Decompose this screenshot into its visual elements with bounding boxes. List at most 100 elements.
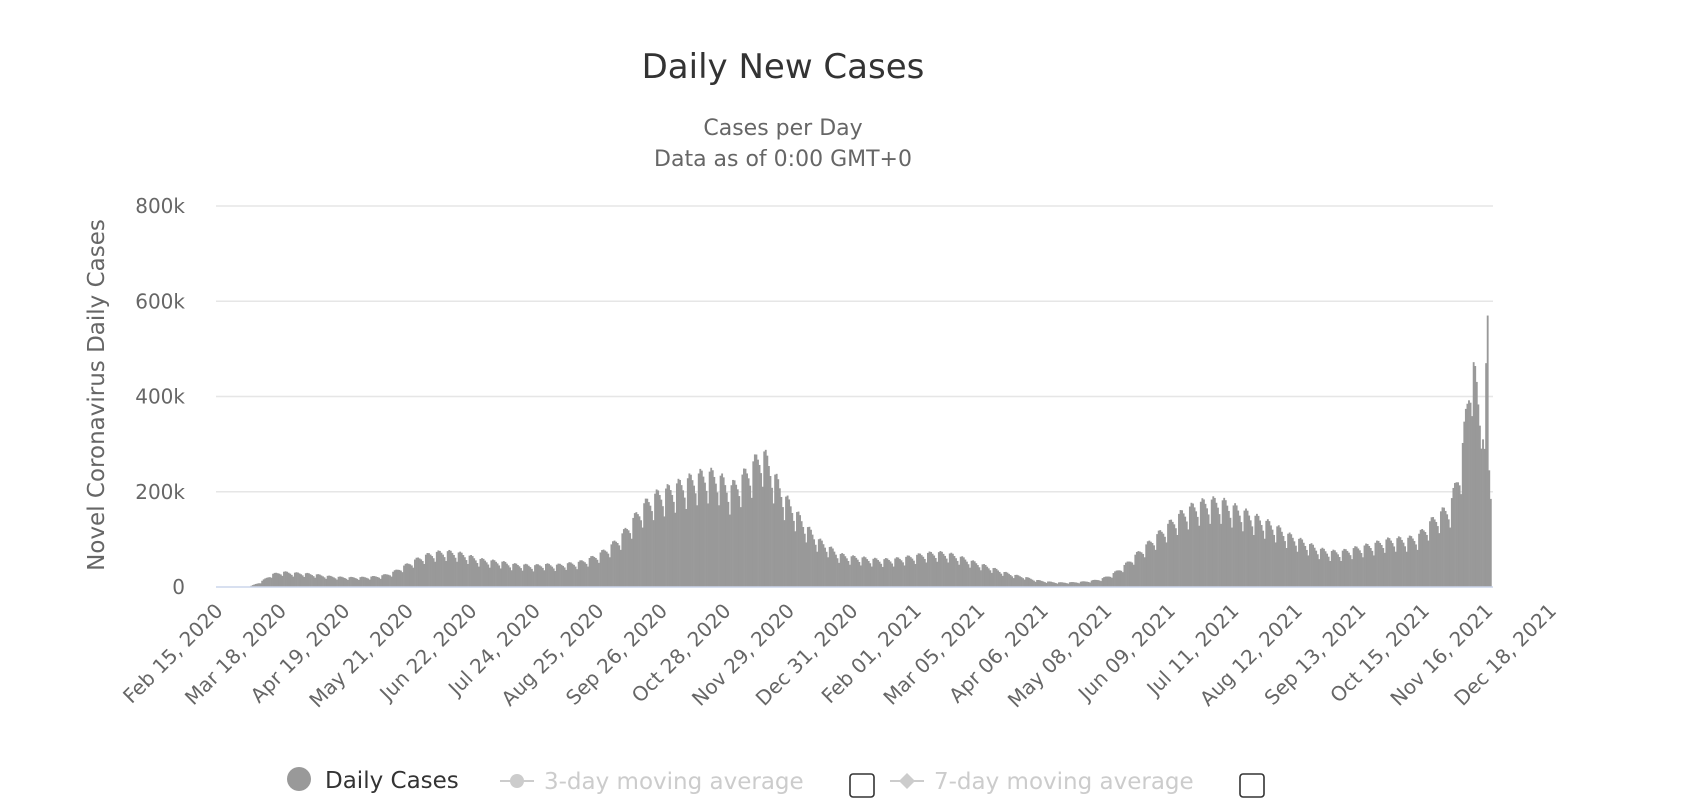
bar bbox=[1020, 577, 1023, 587]
legend-item-daily-cases[interactable]: Daily Cases bbox=[287, 767, 459, 794]
bar bbox=[1365, 543, 1367, 587]
bar bbox=[290, 574, 293, 587]
bar bbox=[371, 576, 374, 587]
bar bbox=[423, 563, 426, 587]
bar bbox=[588, 557, 591, 587]
bar bbox=[961, 556, 964, 587]
bar bbox=[1154, 549, 1157, 587]
bar bbox=[1324, 551, 1327, 587]
bar bbox=[1469, 402, 1472, 587]
bar bbox=[1382, 548, 1385, 587]
bar bbox=[769, 475, 772, 587]
bar bbox=[933, 555, 936, 587]
bar bbox=[448, 549, 451, 587]
bar bbox=[1202, 499, 1205, 587]
bar bbox=[877, 560, 879, 587]
bar bbox=[1167, 523, 1169, 587]
bar bbox=[289, 573, 292, 587]
bar bbox=[1474, 366, 1477, 587]
bar bbox=[1221, 500, 1224, 587]
bar bbox=[1273, 534, 1276, 587]
bar bbox=[479, 558, 482, 587]
bar bbox=[633, 513, 636, 587]
bar bbox=[415, 557, 418, 587]
bar bbox=[401, 572, 404, 587]
bar bbox=[772, 503, 775, 587]
bar bbox=[1075, 582, 1077, 587]
bar bbox=[1252, 534, 1255, 587]
bar bbox=[675, 483, 678, 587]
bar bbox=[646, 498, 649, 587]
bar bbox=[318, 574, 321, 587]
bar bbox=[655, 489, 658, 587]
bar bbox=[311, 575, 313, 587]
bar bbox=[704, 482, 706, 587]
bar bbox=[986, 566, 989, 587]
bar bbox=[1454, 482, 1456, 587]
bar bbox=[370, 576, 373, 587]
bar bbox=[652, 520, 655, 587]
bar bbox=[1201, 498, 1204, 587]
bar bbox=[800, 521, 803, 587]
bar bbox=[340, 576, 343, 587]
legend-checkbox-3-day-average[interactable] bbox=[849, 773, 875, 798]
bar bbox=[1145, 544, 1148, 587]
bar bbox=[849, 564, 851, 587]
bar bbox=[774, 474, 777, 587]
bar bbox=[1352, 548, 1355, 587]
bar bbox=[873, 557, 876, 587]
bar bbox=[1329, 561, 1332, 587]
bar bbox=[786, 495, 789, 587]
bar bbox=[1109, 576, 1112, 587]
legend-item-7-day-average[interactable]: 7-day moving average bbox=[890, 769, 1194, 795]
bar bbox=[827, 557, 830, 587]
legend-item-3-day-average[interactable]: 3-day moving average bbox=[500, 769, 804, 795]
bar bbox=[869, 563, 872, 587]
bar bbox=[1343, 548, 1346, 587]
bar bbox=[596, 559, 599, 587]
bar bbox=[810, 529, 812, 587]
bar bbox=[524, 563, 527, 587]
bar bbox=[1335, 552, 1338, 587]
bar bbox=[421, 561, 424, 587]
bar bbox=[583, 562, 586, 587]
bar bbox=[841, 553, 844, 587]
bar bbox=[273, 572, 276, 587]
bar bbox=[668, 485, 671, 587]
bar bbox=[1076, 582, 1079, 587]
bar bbox=[872, 558, 875, 587]
bar bbox=[555, 564, 558, 587]
bar bbox=[916, 554, 918, 587]
bar bbox=[1299, 537, 1302, 587]
bar bbox=[909, 557, 912, 587]
bar bbox=[649, 505, 652, 587]
bar bbox=[1128, 561, 1130, 587]
bar bbox=[1340, 561, 1343, 587]
bar bbox=[884, 558, 887, 587]
bar bbox=[771, 487, 773, 587]
bar bbox=[560, 564, 563, 587]
bar bbox=[976, 565, 979, 587]
bar bbox=[945, 558, 948, 587]
bar bbox=[1421, 529, 1424, 587]
bar bbox=[562, 565, 565, 587]
bar bbox=[808, 526, 811, 587]
bar bbox=[708, 471, 711, 587]
bar bbox=[825, 551, 828, 587]
bar bbox=[591, 555, 594, 587]
bar bbox=[1401, 539, 1403, 587]
bar bbox=[622, 529, 625, 587]
bar bbox=[630, 538, 633, 587]
bar bbox=[322, 576, 324, 587]
legend-checkbox-7-day-average[interactable] bbox=[1239, 773, 1265, 798]
bar bbox=[1100, 581, 1102, 587]
bar bbox=[454, 557, 457, 587]
bar bbox=[767, 466, 770, 587]
bar bbox=[615, 541, 618, 587]
bar bbox=[1480, 448, 1483, 587]
bar bbox=[760, 473, 763, 587]
bar bbox=[707, 503, 710, 587]
bar bbox=[686, 478, 689, 587]
bar bbox=[375, 576, 377, 587]
bar bbox=[1184, 516, 1187, 587]
